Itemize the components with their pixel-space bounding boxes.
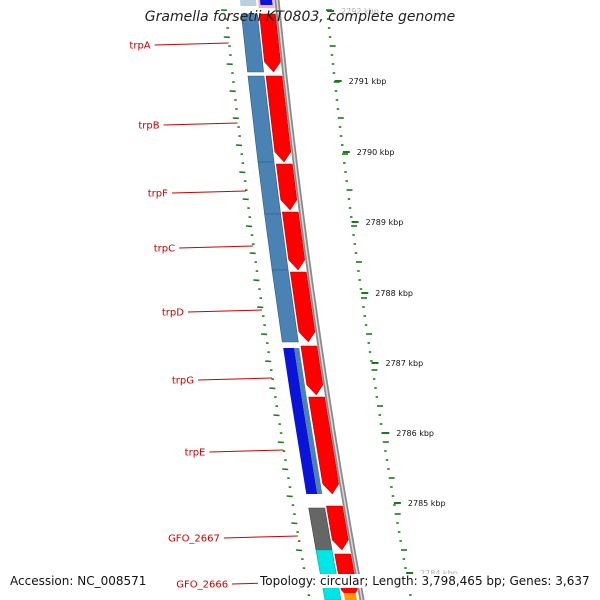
scale-label-7: 2785 kbp — [408, 499, 446, 508]
trpG-gene-block — [283, 348, 302, 395]
trp-gene-block-4 — [271, 269, 299, 343]
scale-label-8: 2784 kbp — [420, 569, 458, 578]
gene-leader-6 — [209, 449, 284, 453]
topology-text: Topology: circular; Length: 3,798,465 bp… — [258, 574, 592, 588]
cds-arrow-3 — [276, 163, 298, 211]
gene-leader-3 — [179, 245, 254, 249]
gene-leader-7 — [223, 535, 298, 539]
scale-label-5: 2787 kbp — [386, 359, 424, 368]
gene-label-trpA: trpA — [129, 41, 150, 52]
trpG-gene-edge — [294, 348, 307, 395]
gc-tick-inner-102 — [282, 468, 289, 471]
gc-tick-inner-96 — [277, 441, 284, 444]
gene-label-trpG: trpG — [172, 376, 194, 387]
genome-title: Gramella forsetii KT0803, complete genom… — [144, 9, 456, 25]
forward-cds-lane — [257, 0, 358, 600]
gene-leader-0 — [154, 42, 229, 46]
cds-arrow-4 — [282, 211, 305, 271]
scale-label-4: 2788 kbp — [375, 289, 413, 298]
gc-tick-inner-90 — [273, 414, 280, 417]
cds-arrow-7 — [308, 396, 339, 495]
gene-label-GFO_2667: GFO_2667 — [168, 534, 220, 545]
scale-label-2: 2790 kbp — [357, 148, 395, 157]
bottom-gene-mark — [343, 593, 357, 600]
cds-arrow-2 — [265, 75, 292, 163]
gene-label-trpD: trpD — [162, 308, 184, 319]
gc-tick-inner-108 — [286, 495, 293, 498]
gene-label-trpF: trpF — [148, 189, 168, 200]
gc-tick-inner-78 — [265, 360, 272, 363]
gc-skew-ticks — [220, 9, 414, 596]
scale-labels: 2792 kbp 2791 kbp 2790 kbp 2789 kbp 2788 kbp… — [327, 7, 458, 578]
gene-leader-5 — [198, 377, 273, 381]
cds-arrow-5 — [290, 271, 316, 343]
accession-text: Accession: NC_008571 — [8, 574, 149, 588]
gene-leader-2 — [171, 190, 246, 194]
gene-feature-lane — [240, 0, 342, 600]
trpE-gene-edge — [301, 395, 323, 494]
gene-label-GFO_2666: GFO_2666 — [176, 580, 228, 591]
scale-label-6: 2786 kbp — [396, 429, 434, 438]
gc-tick-inner-84 — [269, 387, 276, 390]
gene-labels: trpA trpB trpF trpC trpD trpG trpE GFO_2667 GFO_… — [129, 41, 307, 591]
gc-tick-inner-114 — [291, 522, 298, 525]
backbone-ring — [274, 0, 365, 600]
cds-arrow-6 — [300, 345, 324, 396]
scale-label-0: 2792 kbp — [341, 7, 379, 16]
cds-arrow-1 — [259, 13, 281, 73]
gene-leader-4 — [187, 309, 262, 313]
gene-leader-1 — [163, 122, 238, 126]
backbone-highlight — [276, 0, 363, 600]
gene-label-trpE: trpE — [185, 448, 206, 459]
cds-arrow-8 — [326, 505, 349, 551]
gene-label-trpB: trpB — [138, 121, 159, 132]
scale-label-3: 2789 kbp — [366, 218, 404, 227]
top-gene-mark — [259, 0, 273, 5]
scale-label-1: 2791 kbp — [349, 77, 387, 86]
gc-tick-inner-120 — [295, 549, 303, 552]
trpE-gene-block — [290, 395, 318, 494]
top-gene-fragment — [240, 0, 257, 6]
trp-gene-block-0 — [241, 13, 264, 73]
gene-label-trpC: trpC — [154, 244, 175, 255]
